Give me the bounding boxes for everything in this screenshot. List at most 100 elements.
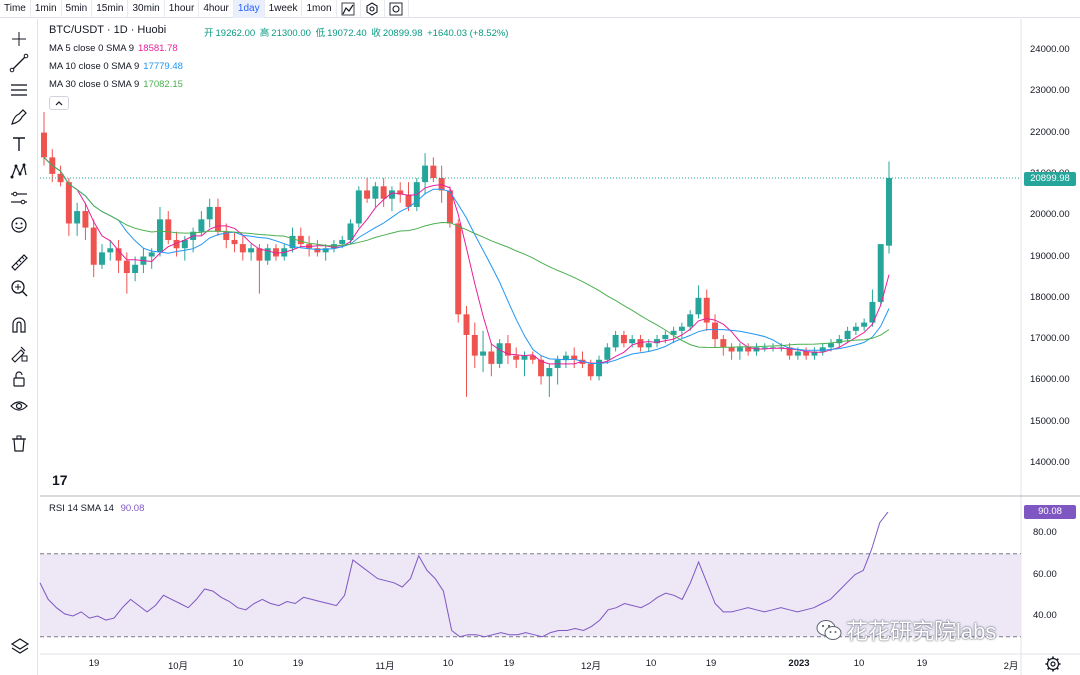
candle[interactable] xyxy=(645,339,652,352)
candle[interactable] xyxy=(513,347,520,369)
candle[interactable] xyxy=(471,322,478,369)
candle[interactable] xyxy=(289,227,296,253)
trash-icon[interactable] xyxy=(7,432,31,454)
candle[interactable] xyxy=(736,343,743,360)
ma5-legend[interactable]: MA 5 close 0 SMA 9 18581.78 xyxy=(49,43,178,54)
candle[interactable] xyxy=(637,334,644,352)
candle[interactable] xyxy=(165,211,172,245)
candle[interactable] xyxy=(107,239,114,261)
timeframe-30min[interactable]: 30min xyxy=(128,0,165,18)
candle[interactable] xyxy=(786,343,793,360)
candle[interactable] xyxy=(223,223,230,249)
candle[interactable] xyxy=(703,289,710,331)
zoom-in-icon[interactable] xyxy=(7,277,31,299)
timeframe-15min[interactable]: 15min xyxy=(92,0,129,18)
candle[interactable] xyxy=(877,244,884,307)
candle[interactable] xyxy=(446,186,453,228)
candle[interactable] xyxy=(99,244,105,269)
candle[interactable] xyxy=(297,227,304,249)
settings-gear-icon[interactable] xyxy=(1044,655,1062,673)
candle[interactable] xyxy=(620,330,627,348)
candle[interactable] xyxy=(546,363,553,397)
timeframe-1min[interactable]: 1min xyxy=(31,0,62,18)
candle[interactable] xyxy=(504,334,511,364)
candle[interactable] xyxy=(803,347,810,360)
candle[interactable] xyxy=(132,256,139,282)
candle[interactable] xyxy=(612,330,619,352)
tradingview-logo[interactable]: 17 xyxy=(52,472,68,488)
candle[interactable] xyxy=(239,235,246,261)
candle[interactable] xyxy=(811,347,818,360)
ma30-legend[interactable]: MA 30 close 0 SMA 9 17082.15 xyxy=(49,79,183,90)
candle[interactable] xyxy=(248,244,255,261)
chart-type-icon[interactable] xyxy=(337,0,361,18)
timeframe-1hour[interactable]: 1hour xyxy=(165,0,200,18)
candle[interactable] xyxy=(761,343,768,352)
candle[interactable] xyxy=(90,219,97,278)
candle[interactable] xyxy=(596,355,603,381)
symbol-title[interactable]: BTC/USDT · 1D · Huobi xyxy=(49,24,167,36)
ma10-line[interactable] xyxy=(43,157,890,364)
horizontal-lines-icon[interactable] xyxy=(7,79,31,101)
timeframe-4hour[interactable]: 4hour xyxy=(199,0,234,18)
candle[interactable] xyxy=(861,318,868,331)
candle[interactable] xyxy=(571,347,578,369)
candle[interactable] xyxy=(488,343,495,377)
candle[interactable] xyxy=(604,343,611,364)
timeframe-1day[interactable]: 1day xyxy=(233,0,265,18)
timeframe-time[interactable]: Time xyxy=(0,0,31,18)
candle[interactable] xyxy=(463,306,470,397)
candle[interactable] xyxy=(480,330,487,373)
text-icon[interactable] xyxy=(7,133,31,155)
measure-icon[interactable] xyxy=(7,187,31,209)
candle[interactable] xyxy=(214,198,221,236)
candle[interactable] xyxy=(819,343,826,356)
candle[interactable] xyxy=(322,244,329,261)
candle[interactable] xyxy=(115,239,122,274)
timeframe-5min[interactable]: 5min xyxy=(62,0,93,18)
candle[interactable] xyxy=(455,219,462,323)
candle[interactable] xyxy=(123,252,130,294)
candle[interactable] xyxy=(678,322,685,340)
timeframe-1week[interactable]: 1week xyxy=(265,0,303,18)
candle[interactable] xyxy=(397,182,404,203)
candle[interactable] xyxy=(156,206,163,257)
candle[interactable] xyxy=(231,231,238,253)
candle[interactable] xyxy=(579,351,586,369)
candle[interactable] xyxy=(198,211,205,236)
candle[interactable] xyxy=(496,339,503,369)
candle[interactable] xyxy=(41,111,47,166)
candle[interactable] xyxy=(687,310,694,331)
candle[interactable] xyxy=(869,289,876,327)
candle[interactable] xyxy=(745,343,752,356)
magnet-icon[interactable] xyxy=(7,314,31,336)
candles[interactable] xyxy=(41,111,892,397)
candle[interactable] xyxy=(347,219,354,245)
candle[interactable] xyxy=(554,355,561,385)
rsi-legend[interactable]: RSI 14 SMA 14 90.08 xyxy=(49,503,144,514)
candle[interactable] xyxy=(74,202,81,236)
collapse-legend-button[interactable] xyxy=(49,96,69,110)
candle[interactable] xyxy=(364,178,371,203)
layers-icon[interactable] xyxy=(9,636,31,658)
pattern-icon[interactable] xyxy=(7,160,31,182)
ma30-line[interactable] xyxy=(43,157,890,349)
candle[interactable] xyxy=(65,178,72,236)
candle[interactable] xyxy=(355,186,362,228)
crosshair-icon[interactable] xyxy=(7,28,31,50)
candle[interactable] xyxy=(529,351,536,364)
rsi-line[interactable] xyxy=(39,511,889,638)
screenshot-icon[interactable] xyxy=(385,0,409,18)
candle[interactable] xyxy=(380,178,387,207)
candle[interactable] xyxy=(720,334,727,356)
candle[interactable] xyxy=(264,244,271,265)
candle[interactable] xyxy=(770,343,777,352)
candle[interactable] xyxy=(836,334,843,348)
candle[interactable] xyxy=(148,248,155,269)
candle[interactable] xyxy=(695,285,702,319)
candle[interactable] xyxy=(82,202,89,240)
candle[interactable] xyxy=(538,355,545,385)
candle[interactable] xyxy=(728,343,735,360)
candle[interactable] xyxy=(405,182,412,212)
